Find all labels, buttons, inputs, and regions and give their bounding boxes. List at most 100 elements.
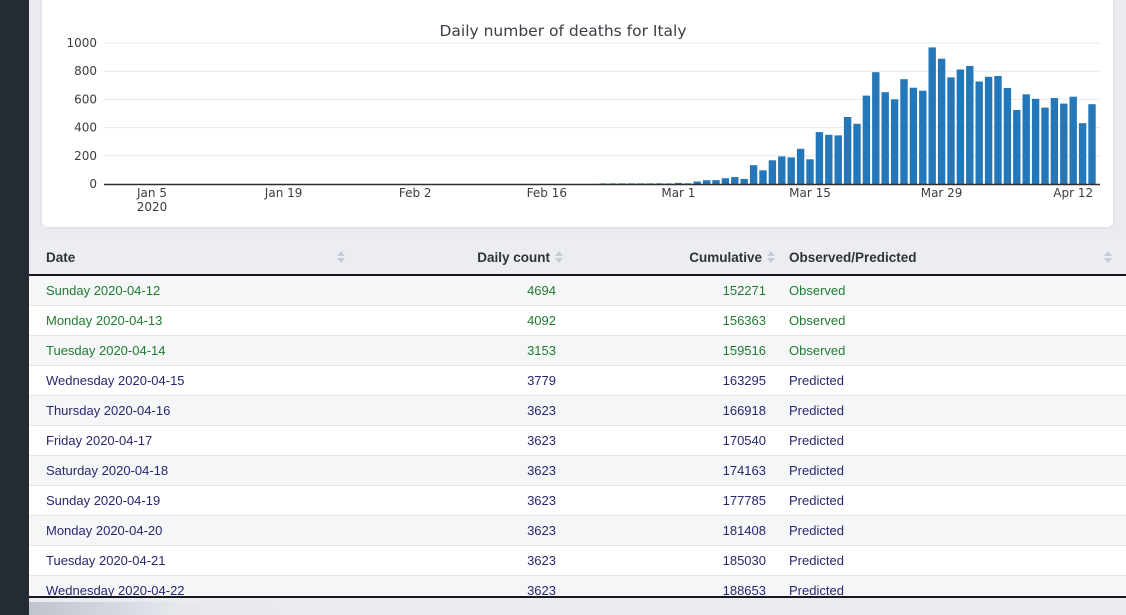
table-row[interactable]: Sunday 2020-04-19 3623 177785 Predicted <box>29 486 1126 516</box>
bar[interactable] <box>928 47 936 185</box>
cell-date: Sunday 2020-04-12 <box>46 283 161 298</box>
cell-daily-count: 3779 <box>527 373 556 388</box>
bar[interactable] <box>853 123 861 184</box>
bar[interactable] <box>966 66 974 184</box>
bar[interactable] <box>919 90 927 184</box>
cell-observed-predicted: Predicted <box>789 433 844 448</box>
bar[interactable] <box>1069 96 1077 184</box>
column-header-cumulative[interactable]: Cumulative <box>569 240 781 274</box>
bar[interactable] <box>796 148 805 185</box>
table-row[interactable]: Monday 2020-04-13 4092 156363 Observed <box>29 306 1126 336</box>
bar[interactable] <box>646 183 654 184</box>
table-row[interactable]: Monday 2020-04-20 3623 181408 Predicted <box>29 516 1126 546</box>
bar[interactable] <box>1022 94 1030 184</box>
bar[interactable] <box>956 69 965 185</box>
bar[interactable] <box>1060 103 1068 184</box>
x-tick-label: Mar 29 <box>921 186 963 200</box>
cell-observed-predicted: Observed <box>789 283 846 298</box>
bar[interactable] <box>881 92 889 184</box>
bar[interactable] <box>1078 123 1087 184</box>
bar[interactable] <box>740 178 748 184</box>
x-tick-label: Mar 15 <box>789 186 831 200</box>
bar[interactable] <box>937 58 946 185</box>
table-row[interactable]: Wednesday 2020-04-15 3779 163295 Predicted <box>29 366 1126 396</box>
bar[interactable] <box>637 183 645 184</box>
table-row[interactable]: Friday 2020-04-17 3623 170540 Predicted <box>29 426 1126 456</box>
bar[interactable] <box>834 135 842 184</box>
table-row[interactable]: Sunday 2020-04-12 4694 152271 Observed <box>29 276 1126 306</box>
table-row[interactable]: Saturday 2020-04-18 3623 174163 Predicted <box>29 456 1126 486</box>
bar[interactable] <box>843 117 852 184</box>
cell-observed-predicted: Observed <box>789 313 846 328</box>
data-table: Date Daily count Cumulative Observed/Pre… <box>29 240 1126 598</box>
bar[interactable] <box>984 76 993 184</box>
table-header-row: Date Daily count Cumulative Observed/Pre… <box>29 240 1126 276</box>
table-body: Sunday 2020-04-12 4694 152271 Observed Monda… <box>29 276 1126 598</box>
bar[interactable] <box>1031 98 1040 184</box>
cell-cumulative: 170540 <box>722 433 766 448</box>
cell-date: Wednesday 2020-04-22 <box>46 583 185 598</box>
bar[interactable] <box>909 87 918 184</box>
table-row[interactable]: Wednesday 2020-04-22 3623 188653 Predicted <box>29 576 1126 598</box>
bar[interactable] <box>1013 110 1021 184</box>
cell-cumulative: 156363 <box>722 313 766 328</box>
cell-daily-count: 3623 <box>527 493 556 508</box>
sort-icon <box>1104 251 1112 263</box>
y-tick-label: 200 <box>74 149 97 163</box>
cell-date: Thursday 2020-04-16 <box>46 403 171 418</box>
column-header-daily-count[interactable]: Daily count <box>351 240 569 274</box>
table-row[interactable]: Tuesday 2020-04-14 3153 159516 Observed <box>29 336 1126 366</box>
bar[interactable] <box>890 99 899 184</box>
cell-daily-count: 4694 <box>527 283 556 298</box>
bar[interactable] <box>665 183 673 184</box>
bar[interactable] <box>994 76 1002 184</box>
bar[interactable] <box>655 183 664 184</box>
table-row[interactable]: Thursday 2020-04-16 3623 166918 Predicted <box>29 396 1126 426</box>
bar[interactable] <box>872 72 880 184</box>
bar[interactable] <box>768 160 777 184</box>
column-header-date[interactable]: Date <box>29 240 351 274</box>
bar[interactable] <box>608 183 617 184</box>
cell-observed-predicted: Predicted <box>789 583 844 598</box>
bar[interactable] <box>684 183 692 184</box>
cell-cumulative: 174163 <box>722 463 766 478</box>
bar[interactable] <box>599 183 607 184</box>
bar[interactable] <box>815 132 824 184</box>
bar[interactable] <box>825 134 833 184</box>
cell-daily-count: 4092 <box>527 313 556 328</box>
bar[interactable] <box>759 170 767 184</box>
cell-daily-count: 3623 <box>527 463 556 478</box>
cell-observed-predicted: Observed <box>789 343 846 358</box>
bar[interactable] <box>731 177 739 184</box>
bar[interactable] <box>693 181 701 185</box>
bar[interactable] <box>749 165 758 184</box>
bar[interactable] <box>975 81 983 185</box>
bar[interactable] <box>778 156 786 184</box>
sort-icon <box>337 251 345 263</box>
table-row[interactable]: Tuesday 2020-04-21 3623 185030 Predicted <box>29 546 1126 576</box>
bar[interactable] <box>702 180 711 184</box>
cell-cumulative: 177785 <box>722 493 766 508</box>
bar[interactable] <box>618 183 626 184</box>
bar[interactable] <box>1003 88 1012 184</box>
cell-observed-predicted: Predicted <box>789 523 844 538</box>
bar[interactable] <box>806 159 814 184</box>
bar[interactable] <box>900 79 908 184</box>
bar[interactable] <box>947 77 955 184</box>
sidebar[interactable] <box>0 0 29 615</box>
bar[interactable] <box>1050 98 1059 184</box>
bar[interactable] <box>1088 104 1096 184</box>
cell-date: Monday 2020-04-13 <box>46 313 163 328</box>
x-tick-label: Mar 1 <box>661 186 695 200</box>
bar[interactable] <box>674 182 683 184</box>
column-header-observed-predicted[interactable]: Observed/Predicted <box>781 240 1126 274</box>
bar[interactable] <box>712 180 720 184</box>
bar[interactable] <box>627 183 636 184</box>
cell-cumulative: 159516 <box>722 343 766 358</box>
cell-date: Wednesday 2020-04-15 <box>46 373 185 388</box>
bar[interactable] <box>1041 107 1049 184</box>
bar[interactable] <box>862 95 871 184</box>
bar[interactable] <box>721 178 730 184</box>
bar[interactable] <box>787 157 795 184</box>
